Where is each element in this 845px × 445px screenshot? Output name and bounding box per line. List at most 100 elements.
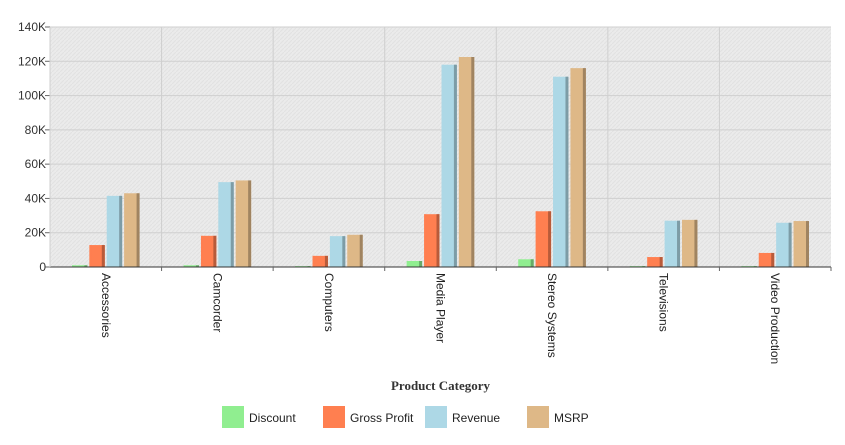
bar-highlight [424, 214, 427, 267]
legend-item-gross-profit[interactable]: Gross Profit [323, 406, 414, 428]
bar-msrp[interactable] [458, 57, 475, 267]
bar-revenue[interactable] [218, 182, 234, 267]
bar-highlight [758, 252, 761, 267]
bar-shadow [806, 221, 809, 267]
bar-fill [441, 64, 457, 267]
bar-fill [424, 214, 440, 267]
bar-msrp[interactable] [570, 68, 586, 268]
bar-shadow [213, 235, 217, 267]
bar-fill [647, 257, 663, 267]
bar-highlight [776, 222, 779, 267]
bar-highlight [647, 257, 650, 267]
bar-highlight [535, 211, 538, 267]
bar-msrp[interactable] [793, 221, 809, 267]
bar-highlight [218, 182, 221, 267]
bar-shadow [195, 265, 199, 267]
bar-highlight [312, 255, 315, 267]
bar-gross-profit[interactable] [200, 235, 217, 267]
legend-item-revenue[interactable]: Revenue [425, 406, 500, 428]
bar-fill [124, 193, 140, 267]
bars [72, 57, 809, 268]
bar-discount[interactable] [518, 259, 534, 267]
legend-swatch [323, 406, 345, 428]
bar-shadow [101, 245, 105, 267]
y-tick-label: 40K [25, 191, 46, 205]
bar-fill [218, 182, 234, 267]
bar-fill [235, 180, 252, 267]
x-tick-label: Media Player [434, 273, 448, 343]
bar-msrp[interactable] [124, 193, 140, 267]
plot-area [50, 27, 831, 267]
y-tick-label: 100K [18, 89, 46, 103]
y-tick-label: 80K [25, 123, 46, 137]
x-tick-label: Televisions [657, 273, 671, 332]
bar-gross-profit[interactable] [312, 255, 328, 267]
bar-shadow [324, 255, 328, 267]
bar-fill [553, 76, 569, 267]
bar-highlight [347, 234, 350, 267]
bar-revenue[interactable] [441, 64, 457, 267]
bar-revenue[interactable] [776, 222, 792, 267]
bar-discount[interactable] [183, 265, 199, 267]
bar-highlight [406, 261, 409, 267]
bar-gross-profit[interactable] [89, 245, 105, 267]
bar-highlight [441, 64, 444, 267]
bar-shadow [694, 219, 698, 267]
legend-label: Gross Profit [350, 411, 414, 425]
bar-highlight [235, 180, 238, 267]
axes: 0 20K 40K 60K 80K 100K 120K 140K Accessories Camc… [18, 20, 832, 364]
bar-revenue[interactable] [553, 76, 569, 267]
bar-highlight [89, 245, 92, 267]
bar-shadow [436, 214, 440, 267]
bar-gross-profit[interactable] [535, 211, 552, 267]
bar-highlight [570, 68, 573, 268]
legend-item-msrp[interactable]: MSRP [527, 406, 589, 428]
bar-discount[interactable] [406, 261, 423, 267]
bar-shadow [419, 261, 423, 267]
bar-highlight [106, 195, 109, 267]
legend-swatch [425, 406, 447, 428]
bar-highlight [793, 221, 796, 267]
legend-item-discount[interactable]: Discount [222, 406, 296, 428]
bar-highlight [553, 76, 556, 267]
x-axis-title: Product Category [391, 378, 491, 393]
bar-gross-profit[interactable] [424, 214, 440, 267]
bar-gross-profit[interactable] [758, 252, 775, 267]
bar-shadow [471, 57, 475, 267]
y-tick-label: 60K [25, 157, 46, 171]
bar-fill [570, 68, 586, 268]
bar-revenue[interactable] [329, 236, 346, 267]
bar-highlight [664, 220, 667, 267]
bar-shadow [359, 234, 363, 267]
bar-fill [793, 221, 809, 267]
bar-shadow [136, 193, 140, 267]
bar-revenue[interactable] [106, 195, 123, 267]
bar-discount[interactable] [72, 265, 88, 267]
bar-highlight [682, 219, 685, 267]
bar-msrp[interactable] [235, 180, 252, 267]
bar-highlight [518, 259, 521, 267]
bar-msrp[interactable] [347, 234, 363, 267]
bar-shadow [788, 222, 792, 267]
bar-revenue[interactable] [664, 220, 681, 267]
x-tick-label: Camcorder [210, 273, 224, 332]
bar-fill [312, 255, 328, 267]
bar-gross-profit[interactable] [647, 257, 663, 267]
x-tick-label: Video Production [768, 273, 782, 364]
bar-highlight [183, 265, 186, 267]
bar-shadow [548, 211, 552, 267]
bar-shadow [677, 220, 681, 267]
bar-shadow [230, 182, 234, 267]
bar-shadow [582, 68, 586, 268]
bar-fill [758, 252, 775, 267]
x-tick-label: Stereo Systems [545, 273, 559, 358]
bar-fill [535, 211, 552, 267]
bar-fill [518, 259, 534, 267]
bar-fill [664, 220, 681, 267]
grid-lines [50, 26, 831, 267]
legend-label: Revenue [452, 411, 500, 425]
bar-msrp[interactable] [682, 219, 698, 267]
bar-fill [106, 195, 123, 267]
bar-highlight [329, 236, 332, 267]
